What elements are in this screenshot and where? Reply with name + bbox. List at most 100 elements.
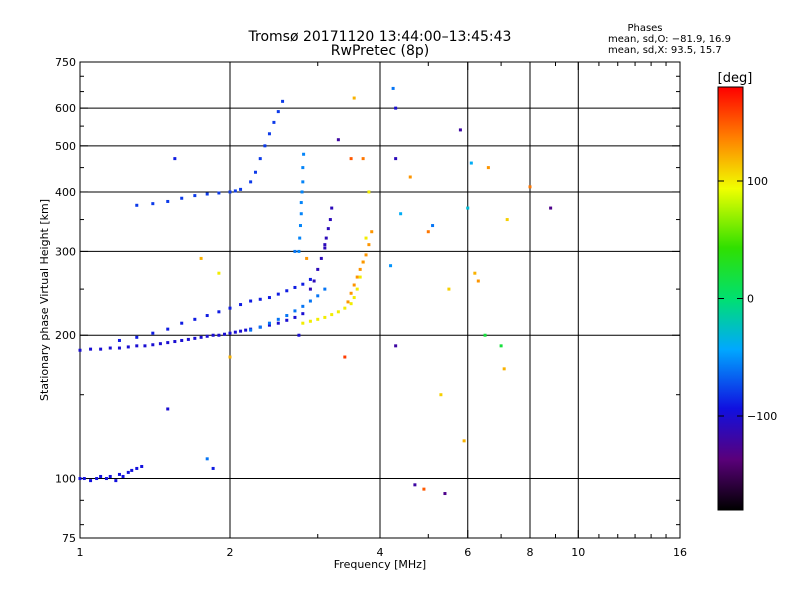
data-point bbox=[358, 267, 362, 271]
data-point bbox=[346, 300, 350, 304]
noise-point bbox=[394, 106, 398, 110]
data-point bbox=[223, 332, 227, 336]
plot-area: 1 2 4 6 8 10 16 75 100 200 300 400 500 600 750 bbox=[55, 56, 687, 559]
data-point bbox=[173, 340, 177, 344]
y-tick-label: 75 bbox=[62, 532, 76, 545]
data-point bbox=[166, 327, 170, 331]
data-point bbox=[199, 335, 203, 339]
data-point bbox=[324, 236, 328, 240]
noise-point bbox=[549, 206, 553, 210]
data-point bbox=[249, 180, 253, 184]
data-point bbox=[104, 477, 108, 481]
series-F_yellow bbox=[301, 190, 371, 325]
x-axis-label: Frequency [MHz] bbox=[334, 558, 426, 571]
data-point bbox=[312, 279, 316, 283]
data-point bbox=[263, 144, 267, 148]
data-point bbox=[352, 283, 356, 287]
data-point bbox=[267, 296, 271, 300]
data-point bbox=[300, 190, 304, 194]
phase-legend-title: Phases bbox=[627, 23, 662, 34]
data-point bbox=[151, 202, 155, 206]
noise-point bbox=[483, 333, 487, 337]
series-F_lightblue bbox=[249, 287, 327, 332]
noise-point bbox=[297, 333, 301, 337]
data-point bbox=[358, 275, 362, 279]
noise-point bbox=[389, 264, 393, 268]
data-point bbox=[285, 314, 289, 318]
data-point bbox=[239, 329, 243, 333]
data-point bbox=[228, 331, 232, 335]
phase-legend-line-x: mean, sd,X: 93.5, 15.7 bbox=[608, 45, 722, 56]
x-tick-label: 4 bbox=[377, 546, 384, 559]
data-point bbox=[267, 321, 271, 325]
noise-point bbox=[336, 138, 340, 142]
data-point bbox=[82, 477, 86, 481]
data-point bbox=[89, 479, 93, 483]
data-point bbox=[293, 309, 297, 313]
data-point bbox=[302, 152, 306, 156]
data-point bbox=[117, 472, 121, 476]
noise-point bbox=[476, 279, 480, 283]
data-point bbox=[361, 260, 365, 264]
data-point bbox=[217, 191, 221, 195]
data-point bbox=[258, 297, 262, 301]
data-point bbox=[166, 341, 170, 345]
data-point bbox=[367, 243, 371, 247]
data-point bbox=[272, 120, 276, 124]
noise-point bbox=[502, 367, 506, 371]
data-point bbox=[298, 236, 302, 240]
colorbar-tick-label: 100 bbox=[747, 175, 768, 188]
x-tick-label: 16 bbox=[673, 546, 687, 559]
data-point bbox=[180, 196, 184, 200]
data-point bbox=[126, 345, 130, 349]
noise-point bbox=[528, 185, 532, 189]
data-point bbox=[211, 333, 215, 337]
data-point bbox=[258, 325, 262, 329]
data-point bbox=[316, 317, 320, 321]
y-tick-label: 200 bbox=[55, 329, 76, 342]
noise-point bbox=[469, 161, 473, 165]
data-point bbox=[249, 299, 253, 303]
data-point bbox=[249, 328, 253, 332]
data-point bbox=[276, 321, 280, 325]
data-point bbox=[151, 343, 155, 347]
data-point bbox=[336, 310, 340, 314]
x-tick-label: 2 bbox=[227, 546, 234, 559]
data-point bbox=[316, 267, 320, 271]
noise-point bbox=[352, 96, 356, 100]
series-F_lower_blue bbox=[78, 312, 305, 352]
series-low_E_blue bbox=[78, 464, 144, 483]
data-point bbox=[276, 317, 280, 321]
data-point bbox=[121, 474, 125, 478]
noise-point bbox=[431, 224, 435, 228]
chart-title: Tromsø 20171120 13:44:00–13:45:43 bbox=[248, 29, 512, 45]
data-point bbox=[267, 132, 271, 136]
data-point bbox=[228, 190, 232, 194]
colorbar-tick-label: −100 bbox=[747, 410, 777, 423]
noise-point bbox=[413, 483, 417, 487]
data-point bbox=[126, 470, 130, 474]
colorbar-tick-label: 0 bbox=[747, 293, 754, 306]
x-tick-label: 8 bbox=[527, 546, 534, 559]
data-point bbox=[323, 246, 327, 250]
data-point bbox=[217, 310, 221, 314]
data-point bbox=[297, 249, 301, 253]
data-point bbox=[151, 331, 155, 335]
colorbar-label: [deg] bbox=[718, 71, 753, 86]
data-point bbox=[130, 468, 134, 472]
plot-frame bbox=[79, 61, 681, 539]
data-point bbox=[301, 304, 305, 308]
data-point bbox=[316, 294, 320, 298]
data-point bbox=[108, 474, 112, 478]
y-tick-label: 500 bbox=[55, 140, 76, 153]
noise-point bbox=[205, 457, 209, 461]
data-point bbox=[114, 479, 118, 483]
data-point bbox=[239, 187, 243, 191]
data-point bbox=[99, 474, 103, 478]
chart-subtitle: RwPretec (8p) bbox=[331, 43, 429, 59]
noise-point bbox=[391, 86, 395, 90]
data-point bbox=[285, 318, 289, 322]
data-point bbox=[355, 275, 359, 279]
data-point bbox=[301, 180, 305, 184]
data-point bbox=[308, 319, 312, 323]
